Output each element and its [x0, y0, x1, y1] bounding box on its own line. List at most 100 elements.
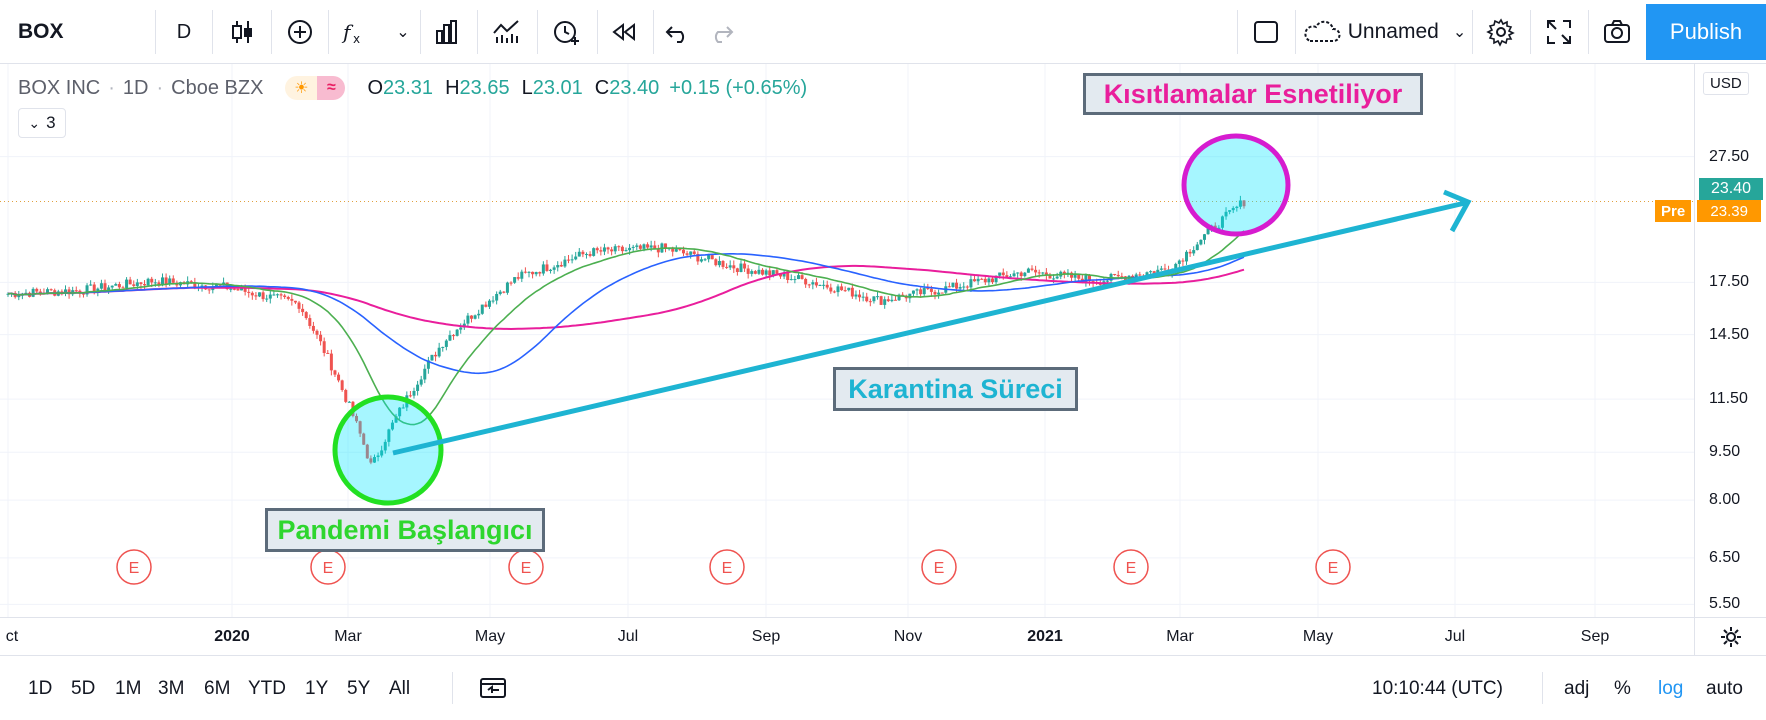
- candles-icon[interactable]: [213, 0, 271, 64]
- candle-body: [779, 273, 782, 277]
- candle-body: [915, 289, 919, 291]
- layout-menu-button[interactable]: Unnamed ⌄: [1296, 0, 1472, 64]
- annotation-quarantine-period[interactable]: Karantina Süreci: [833, 367, 1078, 411]
- price-axis[interactable]: USD 27.50 17.50 14.50 11.50 9.50 8.00 6.50 5.50…: [1655, 64, 1766, 617]
- candle-body: [437, 347, 441, 357]
- redo-icon[interactable]: [700, 0, 742, 64]
- candle-body: [362, 433, 366, 445]
- templates-chart-icon[interactable]: [478, 0, 534, 64]
- currency-label[interactable]: USD: [1703, 72, 1749, 95]
- candle-body: [426, 360, 430, 369]
- candle-body: [523, 271, 527, 273]
- symbol-legend[interactable]: BOX INC · 1D · Cboe BZX ☀ ≈ O 23.31 H 23.6…: [18, 76, 807, 100]
- gear-icon[interactable]: [1473, 0, 1529, 64]
- market-session-badge[interactable]: ☀ ≈: [285, 76, 346, 100]
- premarket-value: 23.39: [1697, 200, 1762, 222]
- earnings-marker-label: E: [323, 560, 334, 577]
- axis-settings-button[interactable]: [1694, 617, 1766, 655]
- candle-body: [976, 278, 980, 282]
- toolbar-divider: [653, 10, 654, 54]
- range-button-1m[interactable]: 1M: [115, 678, 142, 699]
- financials-bars-icon[interactable]: [421, 0, 473, 64]
- range-button-all[interactable]: All: [389, 678, 411, 699]
- range-button-5y[interactable]: 5Y: [347, 678, 371, 699]
- candle-body: [743, 263, 747, 269]
- candle-body: [466, 315, 470, 324]
- last-price-label: 23.40: [1699, 178, 1763, 200]
- alert-clock-icon[interactable]: [538, 0, 594, 64]
- candle-body: [444, 340, 448, 347]
- goto-date-icon[interactable]: [478, 672, 508, 707]
- time-tick-label: Mar: [334, 628, 362, 645]
- candle-body: [279, 294, 283, 296]
- utc-clock[interactable]: 10:10:44 (UTC): [1372, 678, 1503, 699]
- interval-button[interactable]: D: [176, 20, 192, 43]
- candle-body: [96, 288, 100, 293]
- candle-body: [416, 384, 420, 391]
- candle-body: [193, 282, 197, 288]
- candle-body: [6, 293, 10, 295]
- legend-exchange: Cboe BZX: [171, 76, 264, 99]
- candle-body: [1235, 206, 1239, 209]
- candle-body: [599, 250, 603, 252]
- candle-body: [937, 292, 941, 295]
- candle-body: [1192, 250, 1196, 254]
- range-button-1d[interactable]: 1D: [28, 678, 53, 699]
- annotation-pandemic-start[interactable]: Pandemi Başlangıcı: [265, 508, 545, 552]
- range-button-3m[interactable]: 3M: [158, 678, 185, 699]
- candle-body: [559, 265, 563, 267]
- candle-body: [1023, 272, 1027, 277]
- toolbar-divider: [1295, 10, 1296, 54]
- candle-body: [664, 243, 668, 249]
- expand-icon[interactable]: [1531, 0, 1587, 64]
- camera-icon[interactable]: [1589, 0, 1645, 64]
- earnings-marker-label: E: [129, 560, 140, 577]
- candle-body: [868, 301, 872, 303]
- candle-body: [1242, 200, 1246, 207]
- range-button-6m[interactable]: 6M: [204, 678, 231, 699]
- symbol-search-button[interactable]: BOX: [18, 20, 64, 43]
- undo-icon[interactable]: [654, 0, 702, 64]
- toolbar-divider: [1237, 10, 1238, 54]
- fullscreen-square-icon[interactable]: [1238, 0, 1294, 64]
- time-tick-label: Sep: [1580, 628, 1610, 645]
- auto-scale-toggle[interactable]: auto: [1706, 678, 1743, 699]
- candle-body: [240, 287, 244, 291]
- publish-button[interactable]: Publish: [1646, 4, 1766, 60]
- candle-body: [656, 249, 660, 253]
- log-scale-toggle[interactable]: log: [1658, 678, 1684, 699]
- candle-body: [1012, 273, 1016, 277]
- range-button-ytd[interactable]: YTD: [248, 678, 286, 699]
- annotation-restrictions-eased[interactable]: Kısıtlamalar Esnetiliyor: [1083, 73, 1423, 115]
- candle-body: [1091, 281, 1095, 283]
- chevron-down-icon[interactable]: ⌄: [396, 24, 410, 41]
- range-button-5d[interactable]: 5D: [71, 678, 96, 699]
- candle-body: [883, 299, 887, 305]
- candle-body: [491, 300, 495, 302]
- replay-rewind-icon[interactable]: [598, 0, 650, 64]
- candle-body: [890, 299, 894, 302]
- range-button-1y[interactable]: 1Y: [305, 678, 329, 699]
- earnings-marker: E: [310, 549, 346, 585]
- svg-text:x: x: [353, 32, 360, 46]
- candle-body: [344, 389, 348, 402]
- candlestick-series: [6, 195, 1246, 465]
- compare-plus-icon[interactable]: [272, 0, 328, 64]
- premarket-tag: Pre: [1655, 200, 1692, 222]
- candle-body: [132, 284, 136, 286]
- candle-body: [556, 265, 560, 268]
- candle-body: [1231, 208, 1235, 211]
- candle-body: [541, 264, 545, 274]
- candle-body: [121, 287, 125, 289]
- adj-toggle[interactable]: adj: [1564, 678, 1590, 699]
- time-axis[interactable]: ct 2020 Mar May Jul Sep Nov 2021 Mar May Jul Sep: [0, 617, 1694, 655]
- studies-toggle-button[interactable]: ⌄ 3: [18, 108, 66, 138]
- candle-body: [1138, 274, 1142, 276]
- candle-body: [505, 282, 509, 293]
- percent-scale-toggle[interactable]: %: [1614, 678, 1631, 699]
- cloud-icon: [1302, 19, 1342, 45]
